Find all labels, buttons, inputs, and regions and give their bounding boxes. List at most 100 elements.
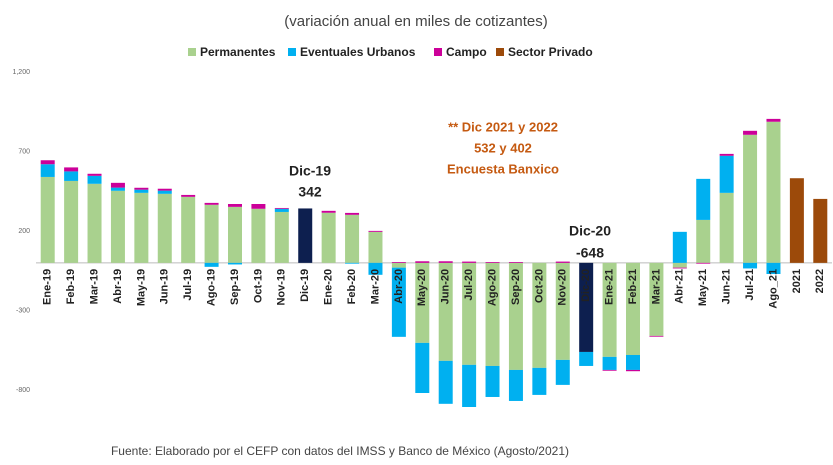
x-tick-label: Oct-19 [252,269,264,303]
legend-label: Sector Privado [508,45,593,59]
bar-segment [743,130,758,135]
bar-segment [555,359,570,385]
x-tick-label: Mar-21 [650,269,662,304]
bar-segment [508,369,523,401]
x-tick-label: Oct-20 [533,269,545,303]
bar-segment [274,208,289,212]
bar-segment [64,180,79,263]
bar-segment [626,262,640,355]
x-tick-label: Ago-19 [205,269,217,306]
bar-segment [766,121,781,263]
legend-label: Campo [446,45,487,59]
y-tick-label: 1,200 [12,69,30,76]
bar-segment [626,369,640,372]
bar-segment [134,189,149,193]
bar-segment [766,262,781,274]
x-tick-label: Dic-19 [299,269,311,302]
x-tick-label: Jul-19 [182,269,194,301]
bar-segment [368,262,383,275]
bar-segment [462,262,477,365]
x-tick-label: Abr-20 [393,269,405,304]
bar-segment [485,262,500,366]
x-tick-label: Sep-19 [229,269,241,305]
bar-segment [298,208,313,263]
x-tick-label: Feb-21 [627,269,639,304]
x-tick-label: Jul-20 [463,269,475,301]
bar-segment [462,364,477,407]
bar-segment [134,187,149,190]
legend-label: Eventuales Urbanos [300,45,416,59]
bar-segment [345,212,360,215]
bar-segment [204,204,219,263]
bar-segment [719,155,734,193]
annotation: ** Dic 2021 y 2022 [448,119,558,134]
bar-segment [696,219,711,263]
bar-segment [462,261,477,263]
bar-segment [87,183,102,263]
bar-segment [555,261,570,263]
bar-segment [228,206,242,263]
bar-segment [766,118,781,122]
x-tick-label: Abr-19 [112,269,124,304]
bar-segment [321,212,336,263]
bar-segment [602,369,617,371]
bar-segment [157,190,172,194]
x-tick-label: May-19 [135,269,147,306]
legend-swatch [288,48,296,56]
bar-segment [157,188,172,191]
bar-segment [508,262,523,263]
chart-title: (variación anual en miles de cotizantes) [284,13,547,30]
bar-segment [40,176,55,263]
bar-segment [415,342,430,393]
bar-segment [532,367,547,395]
bar-segment [345,262,360,264]
bar-segment [719,192,734,263]
bar-segment [181,196,196,263]
bar-segment [274,211,289,263]
y-tick-label: 200 [18,228,30,235]
legend-swatch [434,48,442,56]
bar-segment [110,182,125,188]
bar-segment [438,261,453,263]
bar-segment [87,173,102,176]
x-tick-label: Nov-20 [557,269,569,306]
bar-segment [321,210,336,213]
x-tick-label: Nov-19 [276,269,288,306]
bar-segment [532,262,547,368]
bar-segment [391,267,406,337]
bar-segment [251,204,266,209]
bar-segment [368,231,383,263]
bar-segment [64,171,79,181]
bar-segment [228,262,242,265]
bar-segment [743,262,758,269]
bar-segment [649,335,664,337]
annotation: Dic-20 [569,223,611,239]
annotation: 532 y 402 [474,140,532,155]
y-tick-label: 700 [18,148,30,155]
annotation: Dic-19 [289,163,331,179]
source-note: Fuente: Elaborado por el CEFP con datos … [111,444,569,458]
bar-segment [602,356,617,370]
x-tick-label: Jun-20 [440,269,452,304]
bar-segment [438,262,453,361]
bar-segment [40,164,55,177]
bar-segment [204,202,219,205]
bar-segment [345,214,360,263]
x-tick-label: Mar-19 [88,269,100,304]
x-tick-label: Ene-21 [603,269,615,305]
bar-segment [87,175,102,184]
annotation: 342 [298,184,322,200]
bar-segment [579,351,594,366]
bar-segment [110,190,125,263]
annotation: -648 [576,245,604,261]
bar-segment [579,262,594,352]
x-tick-label: Jul-21 [744,269,756,301]
bar-segment [813,198,828,263]
x-tick-label: May-20 [416,269,428,306]
bar-segment [40,160,55,165]
x-tick-label: Jun-19 [159,269,171,304]
bar-segment [696,262,711,264]
x-tick-label: Sep-20 [510,269,522,305]
y-tick-label: -800 [16,387,30,394]
x-tick-label: Feb-19 [65,269,77,304]
